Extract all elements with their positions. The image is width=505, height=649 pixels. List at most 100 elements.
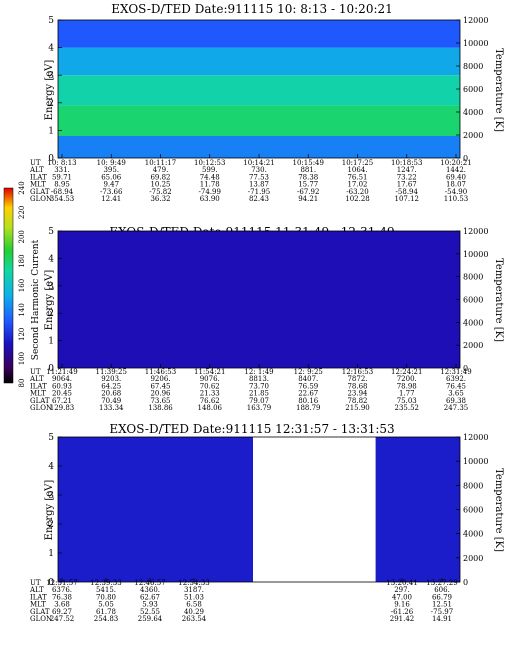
table-cell: 21.85 — [249, 390, 269, 398]
y-tick-label: 5 — [48, 16, 54, 26]
table-cell: 20.96 — [150, 390, 171, 398]
table-cell: 74.48 — [200, 173, 220, 181]
y2-axis-label: Temperature [K] — [493, 48, 504, 132]
table-cell: 17.02 — [347, 181, 367, 189]
y-tick-label: 3 — [48, 71, 54, 81]
table-cell: 20.68 — [101, 390, 121, 398]
table-cell: 3.65 — [448, 390, 464, 398]
table-cell: 263.54 — [182, 615, 207, 623]
table-cell: 9206. — [150, 375, 170, 383]
x-tick-label: 11:46:53 — [145, 368, 176, 376]
table-row-label: MLT — [30, 390, 46, 398]
y2-tick-label: 2000 — [463, 341, 483, 350]
panel-1: EXOS-D/TED Date:911115 10: 8:13 - 10:20:… — [29, 2, 504, 203]
y2-tick-label: 6000 — [463, 506, 483, 515]
y2-tick-label: 0 — [463, 578, 468, 587]
table-cell: 1247. — [397, 166, 417, 174]
x-tick-label: 11:39:25 — [96, 368, 127, 376]
table-cell: 70.62 — [200, 382, 220, 390]
panel-3: EXOS-D/TED Date:911115 12:31:57 - 13:31:… — [29, 422, 504, 623]
table-cell: 7872. — [347, 375, 367, 383]
colorbar-tick-label: 140 — [18, 303, 26, 316]
y-axis-label: Energy [eV] — [44, 270, 55, 331]
table-cell: 63.90 — [200, 195, 220, 203]
table-cell: 14.91 — [432, 615, 452, 623]
table-cell: 8.95 — [54, 181, 70, 189]
table-cell: 70.49 — [101, 397, 121, 405]
colorbar-tick-label: 80 — [18, 379, 26, 388]
table-cell: 881. — [300, 166, 316, 174]
y-tick-label: 0 — [48, 154, 54, 164]
table-cell: 4360. — [140, 586, 160, 594]
y-tick-label: 5 — [48, 433, 54, 443]
table-cell: 1064. — [347, 166, 367, 174]
y2-tick-label: 6000 — [463, 85, 483, 94]
table-cell: -75.97 — [431, 608, 453, 616]
table-cell: 215.90 — [345, 404, 370, 412]
table-cell: 247.52 — [50, 615, 75, 623]
y-tick-label: 0 — [48, 364, 54, 374]
heatmap-band — [58, 105, 460, 136]
table-cell: 76.51 — [347, 173, 367, 181]
colorbar-tick-label: 160 — [18, 279, 26, 292]
table-row-label: UT — [30, 579, 41, 587]
table-cell: 69.82 — [150, 173, 170, 181]
table-cell: 247.35 — [444, 404, 469, 412]
x-tick-label: 10:18:53 — [391, 159, 422, 167]
table-cell: 73.65 — [150, 397, 170, 405]
table-row-label: GLAT — [30, 188, 50, 196]
y-tick-label: 4 — [48, 254, 54, 264]
table-cell: 395. — [103, 166, 119, 174]
y2-tick-label: 2000 — [463, 554, 483, 563]
y-tick-label: 2 — [48, 309, 54, 319]
plot-area — [57, 19, 461, 159]
table-cell: 5415. — [96, 586, 116, 594]
table-cell: 64.25 — [101, 382, 121, 390]
table-cell: 76.59 — [298, 382, 318, 390]
x-tick-label: 10:11:17 — [145, 159, 176, 167]
y2-tick-label: 0 — [463, 364, 468, 373]
heatmap-band — [58, 47, 460, 76]
colorbar: 80 100 120 140 160 180 200 220 240 Second Harmon… — [3, 181, 41, 388]
table-cell: 65.06 — [101, 173, 122, 181]
y2-tick-label: 10000 — [463, 250, 488, 259]
table-cell: -71.95 — [248, 188, 270, 196]
x-tick-label: 12: 9:25 — [294, 368, 323, 376]
table-cell: 78.68 — [347, 382, 367, 390]
x-tick-label: 13:27:29 — [426, 579, 457, 587]
y-axis-label: Energy [eV] — [44, 480, 55, 541]
table-row-label: ALT — [29, 375, 44, 383]
table-cell: 9203. — [101, 375, 121, 383]
colorbar-tick-label: 120 — [18, 328, 26, 341]
right-axis: 0 2000 4000 6000 8000 10000 12000 — [456, 227, 488, 373]
table-cell: 47.00 — [392, 593, 412, 601]
plot-area — [57, 230, 461, 369]
table-cell: 69.38 — [446, 397, 466, 405]
table-cell: 78.82 — [347, 397, 367, 405]
table-cell: 297. — [394, 586, 410, 594]
y-tick-label: 5 — [48, 227, 54, 237]
table-cell: 69.40 — [446, 173, 466, 181]
table-cell: 5.93 — [142, 601, 158, 609]
table-cell: 13.87 — [249, 181, 269, 189]
table-cell: 6376. — [52, 586, 72, 594]
x-tick-label: 12:31:57 — [46, 579, 77, 587]
y2-tick-label: 8000 — [463, 273, 483, 282]
table-cell: 129.83 — [50, 404, 75, 412]
table-cell: 78.98 — [397, 382, 417, 390]
y2-axis-label: Temperature [K] — [493, 258, 504, 342]
table-cell: 9064. — [52, 375, 72, 383]
table-cell: 52.55 — [140, 608, 160, 616]
table-row-label: GLAT — [30, 397, 50, 405]
table-cell: 163.79 — [247, 404, 272, 412]
y2-tick-label: 6000 — [463, 296, 483, 305]
x-tick-label: 12:24:21 — [391, 368, 422, 376]
x-tick-label: 12:39:33 — [90, 579, 121, 587]
table-cell: 80.16 — [298, 397, 319, 405]
table-cell: 1442. — [446, 166, 466, 174]
left-axis: 0 1 2 3 4 5 — [48, 227, 62, 374]
table-cell: 77.53 — [249, 173, 269, 181]
